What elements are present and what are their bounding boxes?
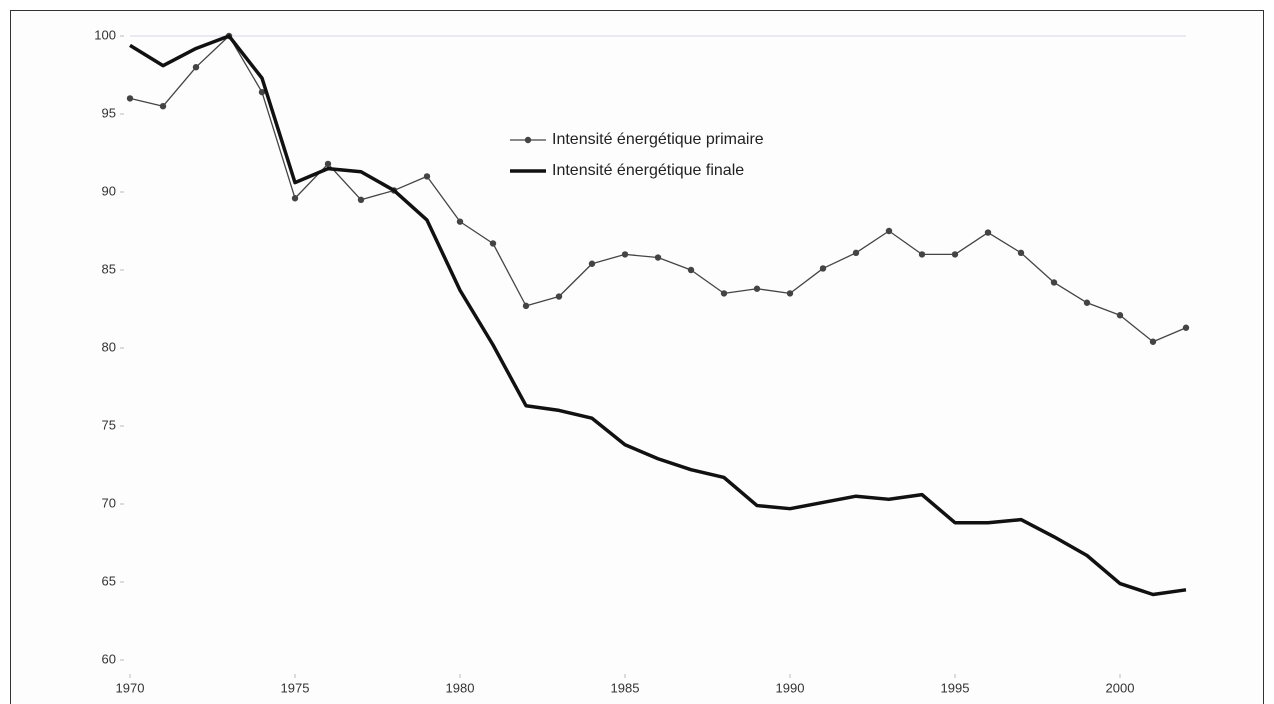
x-tick-label: 1985 — [611, 680, 640, 695]
point — [489, 240, 497, 247]
point — [786, 290, 794, 297]
point — [192, 63, 200, 71]
point — [1182, 324, 1190, 331]
point — [951, 251, 959, 258]
x-tick-label: 1980 — [446, 680, 475, 695]
point — [324, 160, 332, 168]
legend-label: Intensité énergétique primaire — [552, 131, 764, 148]
point — [588, 260, 596, 267]
y-tick-label: 70 — [102, 495, 116, 510]
point — [654, 254, 662, 261]
point — [753, 285, 761, 292]
point — [687, 266, 695, 274]
point — [984, 229, 992, 236]
x-tick-label: 1990 — [776, 680, 805, 695]
series-line — [129, 34, 1187, 597]
point — [885, 227, 893, 235]
y-tick-label: 80 — [102, 339, 116, 354]
point — [819, 265, 827, 272]
point — [720, 290, 728, 297]
y-tick-label: 95 — [102, 105, 116, 120]
point — [522, 302, 530, 310]
point — [291, 195, 299, 202]
y-tick-label: 60 — [102, 651, 116, 666]
y-tick-label: 85 — [102, 261, 116, 276]
point — [1116, 312, 1124, 319]
point — [357, 196, 365, 203]
point — [1050, 279, 1058, 286]
point — [456, 218, 464, 225]
point — [159, 103, 167, 110]
point — [1017, 249, 1025, 257]
y-tick-label: 65 — [102, 573, 116, 588]
point — [423, 173, 431, 180]
x-tick-label: 2000 — [1106, 680, 1135, 695]
x-tick-label: 1995 — [941, 680, 970, 695]
point — [555, 293, 563, 300]
legend-label: Intensité énergétique finale — [552, 162, 744, 179]
point — [621, 251, 629, 258]
x-tick-label: 1970 — [116, 680, 145, 695]
point — [918, 251, 926, 258]
y-tick-label: 100 — [94, 27, 116, 42]
frame — [10, 10, 1264, 704]
x-tick-label: 1975 — [281, 680, 310, 695]
point — [126, 95, 134, 102]
point — [258, 88, 266, 96]
point — [1083, 299, 1091, 306]
point — [852, 249, 860, 257]
y-tick-label: 75 — [102, 417, 116, 432]
y-tick-label: 90 — [102, 183, 116, 198]
point — [1149, 338, 1157, 345]
legend-marker — [524, 136, 532, 144]
